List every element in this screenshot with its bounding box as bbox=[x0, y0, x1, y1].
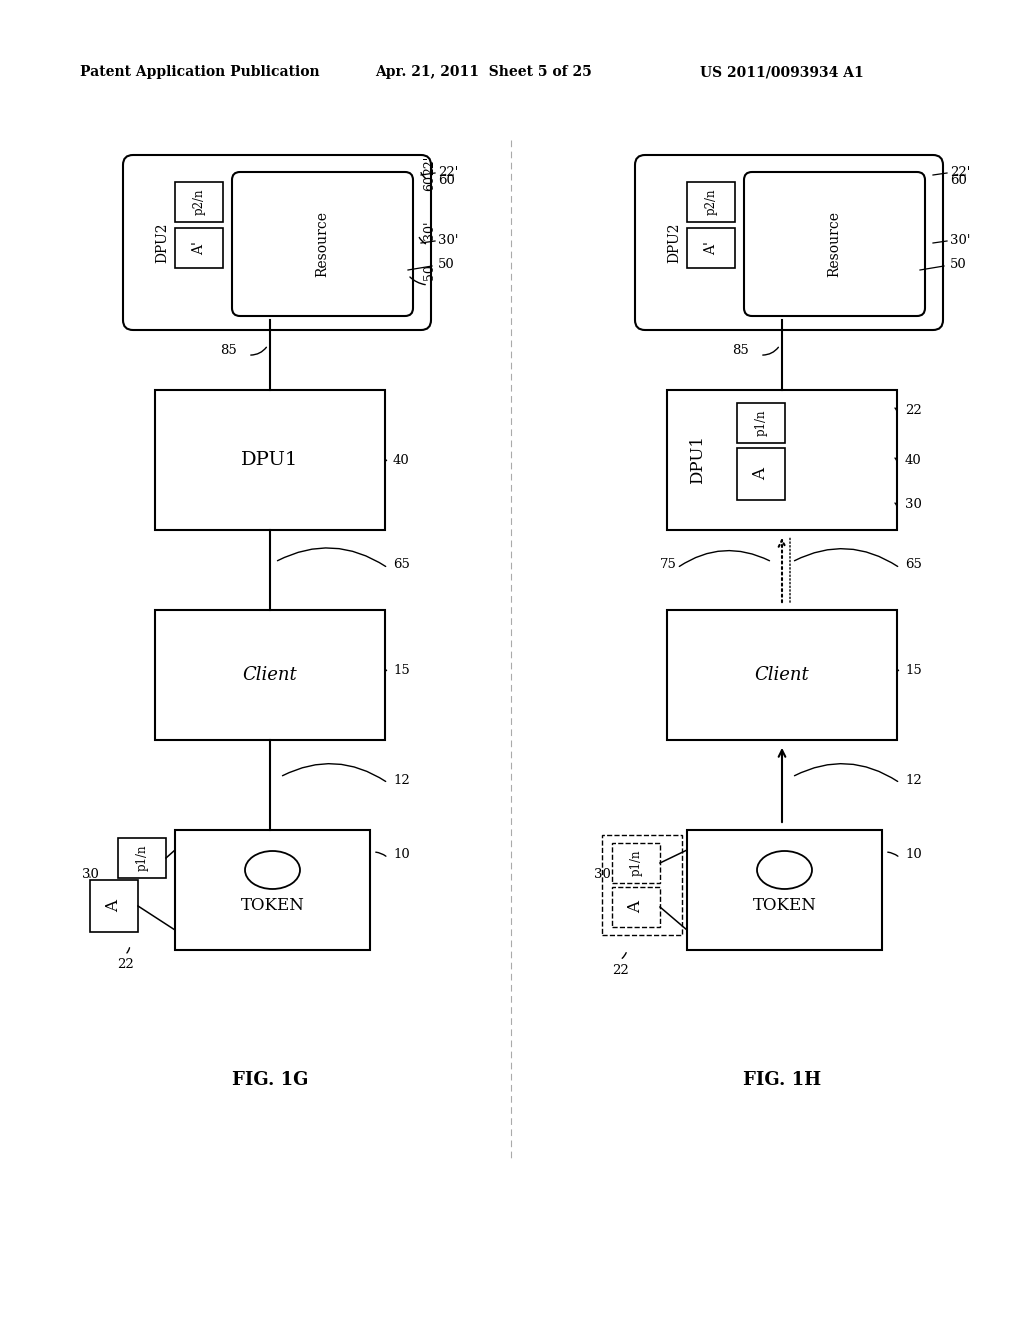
Text: 60: 60 bbox=[438, 173, 455, 186]
Text: 75: 75 bbox=[660, 558, 677, 572]
Text: DPU2: DPU2 bbox=[155, 222, 169, 263]
Text: A: A bbox=[628, 902, 644, 913]
Text: 50: 50 bbox=[950, 259, 967, 272]
FancyBboxPatch shape bbox=[667, 610, 897, 741]
Text: Resource: Resource bbox=[315, 211, 330, 277]
FancyBboxPatch shape bbox=[123, 154, 431, 330]
Text: FIG. 1H: FIG. 1H bbox=[743, 1071, 821, 1089]
Text: Resource: Resource bbox=[827, 211, 842, 277]
Text: 10: 10 bbox=[393, 849, 410, 862]
FancyBboxPatch shape bbox=[175, 182, 223, 222]
FancyBboxPatch shape bbox=[175, 830, 370, 950]
FancyBboxPatch shape bbox=[612, 843, 660, 883]
Text: p2/n: p2/n bbox=[705, 189, 718, 215]
Text: 30': 30' bbox=[950, 234, 971, 247]
FancyBboxPatch shape bbox=[232, 172, 413, 315]
Text: p2/n: p2/n bbox=[193, 189, 206, 215]
Text: 50: 50 bbox=[424, 264, 436, 280]
Text: 12: 12 bbox=[393, 774, 410, 787]
Text: 30: 30 bbox=[594, 869, 611, 882]
Text: 50: 50 bbox=[438, 259, 455, 272]
Text: p1/n: p1/n bbox=[755, 409, 768, 436]
Text: DPU1: DPU1 bbox=[689, 436, 706, 484]
Ellipse shape bbox=[245, 851, 300, 888]
FancyBboxPatch shape bbox=[737, 403, 785, 444]
Text: 22': 22' bbox=[424, 156, 436, 176]
Text: 15: 15 bbox=[393, 664, 410, 676]
Text: 22: 22 bbox=[905, 404, 922, 417]
Text: 10: 10 bbox=[905, 849, 922, 862]
FancyBboxPatch shape bbox=[612, 887, 660, 927]
Text: p1/n: p1/n bbox=[630, 850, 642, 876]
Text: 12: 12 bbox=[905, 774, 922, 787]
Text: A: A bbox=[105, 900, 123, 912]
FancyBboxPatch shape bbox=[175, 228, 223, 268]
Text: FIG. 1G: FIG. 1G bbox=[231, 1071, 308, 1089]
FancyBboxPatch shape bbox=[687, 228, 735, 268]
Text: Apr. 21, 2011  Sheet 5 of 25: Apr. 21, 2011 Sheet 5 of 25 bbox=[375, 65, 592, 79]
FancyBboxPatch shape bbox=[635, 154, 943, 330]
FancyBboxPatch shape bbox=[155, 389, 385, 531]
Text: DPU2: DPU2 bbox=[667, 222, 681, 263]
Text: TOKEN: TOKEN bbox=[753, 896, 816, 913]
Text: DPU1: DPU1 bbox=[242, 451, 299, 469]
Text: A: A bbox=[753, 469, 769, 480]
FancyBboxPatch shape bbox=[90, 880, 138, 932]
FancyBboxPatch shape bbox=[737, 447, 785, 500]
FancyBboxPatch shape bbox=[667, 389, 897, 531]
Text: p1/n: p1/n bbox=[135, 845, 148, 871]
Text: 22': 22' bbox=[438, 165, 459, 178]
FancyBboxPatch shape bbox=[687, 830, 882, 950]
Text: TOKEN: TOKEN bbox=[241, 896, 304, 913]
Text: Patent Application Publication: Patent Application Publication bbox=[80, 65, 319, 79]
FancyBboxPatch shape bbox=[118, 838, 166, 878]
Text: 40: 40 bbox=[905, 454, 922, 466]
Text: 30': 30' bbox=[424, 220, 436, 240]
Text: 22: 22 bbox=[612, 964, 629, 977]
FancyBboxPatch shape bbox=[155, 610, 385, 741]
Text: 85: 85 bbox=[732, 343, 749, 356]
Text: 22: 22 bbox=[117, 958, 134, 972]
Text: 15: 15 bbox=[905, 664, 922, 676]
Text: 30': 30' bbox=[438, 234, 459, 247]
Text: Client: Client bbox=[243, 667, 297, 684]
Text: A': A' bbox=[705, 242, 718, 255]
Text: 60: 60 bbox=[950, 173, 967, 186]
FancyBboxPatch shape bbox=[744, 172, 925, 315]
Text: 65: 65 bbox=[905, 558, 922, 572]
Text: A': A' bbox=[193, 242, 206, 255]
Text: 40: 40 bbox=[393, 454, 410, 466]
Text: 85: 85 bbox=[220, 343, 237, 356]
FancyBboxPatch shape bbox=[687, 182, 735, 222]
Text: 22': 22' bbox=[950, 165, 971, 178]
Text: 30: 30 bbox=[82, 869, 99, 882]
Text: 65: 65 bbox=[393, 558, 410, 572]
Text: 30: 30 bbox=[905, 499, 922, 511]
Text: 60: 60 bbox=[424, 176, 436, 191]
Ellipse shape bbox=[757, 851, 812, 888]
Text: Client: Client bbox=[755, 667, 809, 684]
Text: US 2011/0093934 A1: US 2011/0093934 A1 bbox=[700, 65, 864, 79]
